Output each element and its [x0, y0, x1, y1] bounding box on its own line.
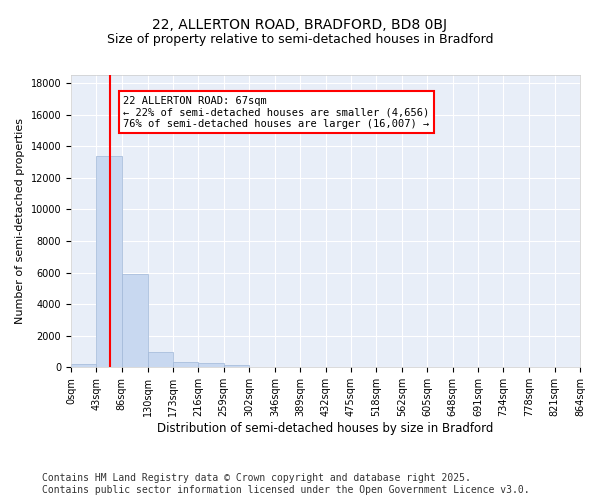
Text: Contains HM Land Registry data © Crown copyright and database right 2025.
Contai: Contains HM Land Registry data © Crown c… — [42, 474, 530, 495]
Bar — [71, 364, 97, 368]
Bar — [97, 156, 122, 368]
Text: 22 ALLERTON ROAD: 67sqm
← 22% of semi-detached houses are smaller (4,656)
76% of: 22 ALLERTON ROAD: 67sqm ← 22% of semi-de… — [124, 96, 430, 128]
Text: 22, ALLERTON ROAD, BRADFORD, BD8 0BJ: 22, ALLERTON ROAD, BRADFORD, BD8 0BJ — [152, 18, 448, 32]
X-axis label: Distribution of semi-detached houses by size in Bradford: Distribution of semi-detached houses by … — [157, 422, 494, 435]
Bar — [173, 362, 198, 368]
Bar — [224, 366, 249, 368]
Bar — [122, 274, 148, 368]
Bar — [198, 363, 224, 368]
Y-axis label: Number of semi-detached properties: Number of semi-detached properties — [15, 118, 25, 324]
Text: Size of property relative to semi-detached houses in Bradford: Size of property relative to semi-detach… — [107, 32, 493, 46]
Bar — [148, 352, 173, 368]
